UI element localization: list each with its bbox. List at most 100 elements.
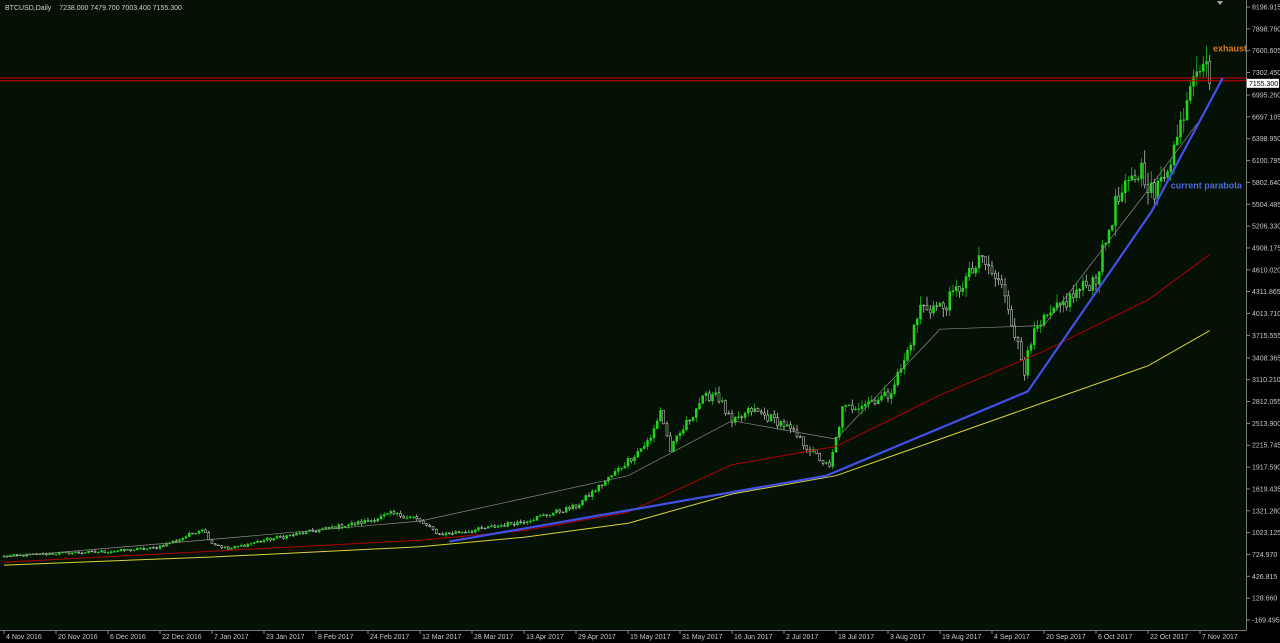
y-tick-label: 1619.435 bbox=[1252, 486, 1280, 493]
candle-body bbox=[1114, 195, 1117, 226]
candle-body bbox=[461, 531, 464, 534]
symbol-label: BTCUSD,Daily bbox=[5, 5, 52, 12]
candle-body bbox=[708, 392, 711, 402]
candle-body bbox=[873, 400, 877, 405]
candle-body bbox=[54, 553, 58, 556]
x-tick-label: 6 Oct 2017 bbox=[1098, 634, 1132, 641]
y-tick-label: 3408.365 bbox=[1252, 355, 1280, 362]
candle-body bbox=[1107, 229, 1111, 244]
candle-body bbox=[1026, 350, 1029, 376]
candle-body bbox=[1205, 61, 1208, 65]
candle-body bbox=[776, 417, 779, 427]
candle-body bbox=[119, 548, 123, 552]
candle-body bbox=[490, 525, 493, 527]
candle-body bbox=[506, 522, 509, 527]
candle-body bbox=[1195, 71, 1198, 77]
candle-body bbox=[366, 520, 370, 522]
candle-body bbox=[470, 531, 474, 533]
candle-body bbox=[441, 533, 444, 536]
candle-body bbox=[425, 523, 428, 526]
candle-body bbox=[12, 554, 15, 556]
candle-body bbox=[795, 429, 799, 438]
candle-body bbox=[545, 514, 548, 516]
candle-body bbox=[116, 550, 119, 552]
candle-body bbox=[214, 543, 217, 546]
candle-body bbox=[561, 511, 565, 513]
y-tick-label: -169.495 bbox=[1252, 618, 1280, 625]
candle-body bbox=[669, 435, 672, 452]
candle-body bbox=[331, 526, 334, 529]
candles-layer bbox=[2, 45, 1211, 558]
candle-body bbox=[821, 460, 825, 464]
candle-body bbox=[142, 547, 145, 550]
candle-body bbox=[529, 520, 532, 523]
candle-body bbox=[909, 345, 912, 351]
candle-body bbox=[721, 400, 724, 402]
candle-body bbox=[402, 516, 405, 519]
candle-body bbox=[734, 417, 737, 423]
candle-body bbox=[542, 514, 545, 516]
candle-body bbox=[223, 546, 227, 548]
candle-body bbox=[1081, 280, 1085, 291]
candle-body bbox=[259, 540, 262, 543]
candle-body bbox=[1003, 284, 1007, 297]
plot-area[interactable] bbox=[0, 0, 1247, 631]
candle-body bbox=[1192, 76, 1195, 87]
candle-body bbox=[282, 536, 285, 539]
candle-body bbox=[379, 515, 383, 520]
candle-body bbox=[1091, 277, 1094, 291]
candle-body bbox=[1189, 86, 1192, 101]
candle-body bbox=[539, 515, 542, 517]
candle-body bbox=[1033, 328, 1036, 346]
candle-body bbox=[571, 504, 574, 510]
y-tick-label: 2215.745 bbox=[1252, 443, 1280, 450]
candle-body bbox=[558, 509, 561, 513]
candle-body bbox=[1166, 171, 1169, 178]
candle-body bbox=[373, 520, 376, 522]
candle-body bbox=[288, 534, 292, 536]
candle-body bbox=[1169, 164, 1172, 172]
last-price-marker bbox=[1247, 78, 1279, 88]
y-tick-label: 5802.640 bbox=[1252, 180, 1280, 187]
candle-body bbox=[610, 475, 613, 478]
candle-body bbox=[513, 523, 516, 526]
candle-body bbox=[84, 552, 87, 554]
candle-body bbox=[412, 516, 415, 518]
y-tick-label: 7898.760 bbox=[1252, 26, 1280, 33]
candle-body bbox=[422, 520, 425, 525]
candle-body bbox=[1020, 341, 1023, 361]
candle-body bbox=[753, 408, 756, 412]
series-layer: exhaustion top? current parabola bbox=[0, 43, 1246, 566]
candle-body bbox=[1117, 195, 1120, 202]
candle-body bbox=[532, 519, 535, 522]
candle-body bbox=[990, 265, 994, 274]
candle-body bbox=[613, 471, 617, 476]
candle-body bbox=[132, 549, 136, 551]
candle-body bbox=[347, 524, 350, 527]
candle-body bbox=[984, 256, 987, 265]
x-tick-label: 24 Feb 2017 bbox=[370, 634, 409, 641]
candle-body bbox=[1013, 325, 1016, 338]
x-tick-label: 7 Jan 2017 bbox=[214, 634, 249, 641]
candle-body bbox=[802, 436, 805, 446]
x-tick-label: 18 Jul 2017 bbox=[838, 634, 874, 641]
candle-body bbox=[760, 411, 763, 414]
candle-body bbox=[841, 406, 844, 428]
candle-body bbox=[457, 531, 461, 533]
candle-body bbox=[509, 522, 513, 525]
candle-body bbox=[945, 308, 948, 311]
candle-body bbox=[487, 526, 490, 529]
candle-body bbox=[1036, 326, 1039, 329]
candle-body bbox=[896, 371, 899, 385]
candle-body bbox=[1120, 192, 1124, 202]
ma-fast-line bbox=[3, 123, 1198, 558]
candle-body bbox=[1137, 178, 1140, 180]
candle-body bbox=[1163, 177, 1166, 179]
candle-body bbox=[727, 412, 730, 415]
candle-body bbox=[204, 529, 207, 533]
candle-body bbox=[968, 268, 971, 277]
candle-body bbox=[298, 532, 301, 534]
candle-body bbox=[181, 537, 184, 541]
candle-body bbox=[597, 484, 600, 492]
candle-body bbox=[1140, 162, 1143, 179]
